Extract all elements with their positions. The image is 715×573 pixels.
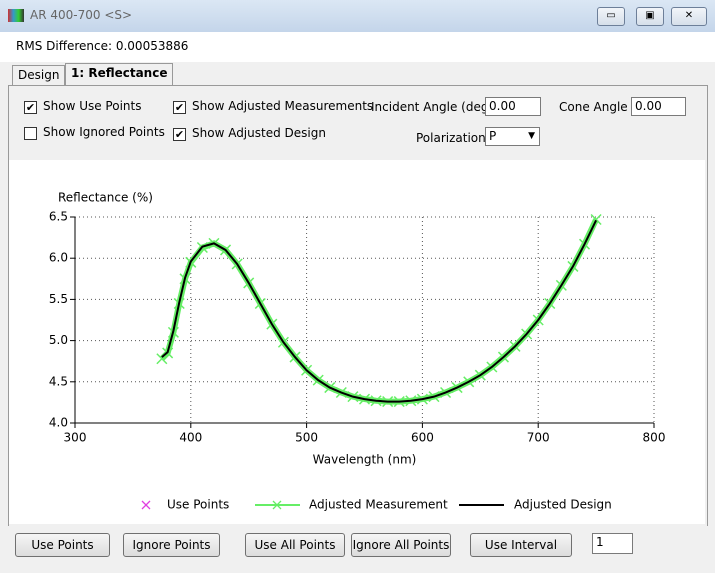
x-tick-label: 700 <box>527 431 550 445</box>
x-tick-label: 600 <box>411 431 434 445</box>
legend-marker <box>272 500 282 510</box>
chart-background <box>9 160 705 524</box>
y-axis-title: Reflectance (%) <box>58 191 153 205</box>
button[interactable]: Use Points <box>15 533 110 557</box>
polarization-select[interactable]: P ▼ <box>485 127 540 146</box>
title-bar: AR 400-700 <S> ▭ ▣ ✕ <box>0 0 715 32</box>
rms-difference: RMS Difference: 0.00053886 <box>16 39 189 53</box>
tab-active[interactable]: 1: Reflectance <box>65 63 174 85</box>
x-tick-label: 800 <box>643 431 666 445</box>
maximize-button[interactable]: ▣ <box>636 7 664 26</box>
polarization-label: Polarization <box>416 131 486 145</box>
y-tick-label: 4.5 <box>49 374 68 388</box>
line <box>161 219 597 403</box>
checkbox-label: Show Adjusted Measurements <box>192 99 374 113</box>
y-tick-label: 4.0 <box>49 416 68 430</box>
legend-marker <box>141 500 151 510</box>
polarization-value: P <box>489 129 497 143</box>
incident-angle-input[interactable]: 0.00 <box>485 97 541 116</box>
checkbox[interactable]: ✔ <box>173 101 186 114</box>
y-tick-label: 6.0 <box>49 251 68 265</box>
checkbox-label: Show Adjusted Design <box>192 126 326 140</box>
y-tick-label: 5.5 <box>49 292 68 306</box>
x-axis-title: Wavelength (nm) <box>313 453 417 467</box>
legend-label: Adjusted Design <box>514 498 612 512</box>
checkbox-label: Show Use Points <box>43 99 142 113</box>
button[interactable]: Ignore Points <box>123 533 220 557</box>
window-title: AR 400-700 <S> <box>30 8 133 22</box>
button[interactable]: Ignore All Points <box>351 533 451 557</box>
checkbox-label: Show Ignored Points <box>43 125 165 139</box>
checkbox[interactable]: ✔ <box>173 128 186 141</box>
incident-angle-label: Incident Angle (deg) <box>371 100 494 114</box>
checkbox[interactable] <box>24 127 37 140</box>
legend-label: Use Points <box>167 498 229 512</box>
y-tick-label: 5.0 <box>49 333 68 347</box>
chart: 4.0 4.5 5.0 5.5 6.0 6.5 300 400 500 600 700 800 Refl… <box>9 160 705 524</box>
button[interactable]: Use Interval <box>470 533 572 557</box>
minimize-button[interactable]: ▭ <box>597 7 625 26</box>
close-button[interactable]: ✕ <box>671 7 707 26</box>
cone-angle-input[interactable]: 0.00 <box>631 97 686 116</box>
y-tick-label: 6.5 <box>49 210 68 224</box>
checkbox[interactable]: ✔ <box>24 101 37 114</box>
button[interactable]: Use All Points <box>245 533 345 557</box>
interval-input[interactable]: 1 <box>592 533 633 554</box>
cone-angle-label: Cone Angle <box>559 100 628 114</box>
tab[interactable]: Design <box>12 65 66 85</box>
legend-label: Adjusted Measurement <box>309 498 448 512</box>
status-area: RMS Difference: 0.00053886 <box>0 32 715 62</box>
x-tick-label: 400 <box>179 431 202 445</box>
x-tick-label: 300 <box>64 431 87 445</box>
x-tick-label: 500 <box>295 431 318 445</box>
app-icon <box>8 9 24 22</box>
